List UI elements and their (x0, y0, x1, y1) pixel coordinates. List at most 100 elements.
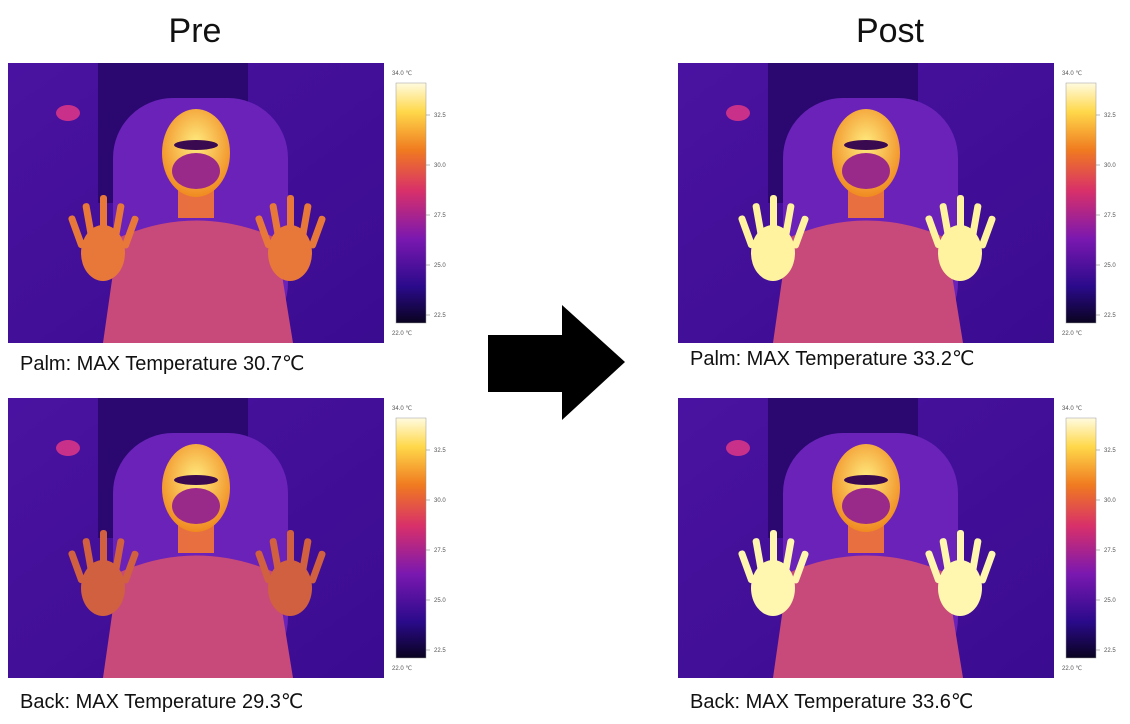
finger (287, 530, 294, 564)
finger (738, 550, 755, 584)
finger (287, 195, 294, 229)
finger (299, 203, 312, 238)
finger (68, 550, 85, 584)
colorbar-gradient (395, 417, 427, 659)
colorbar-tick-label: 30.0 (434, 498, 446, 504)
eye-band (174, 140, 218, 150)
finger (925, 215, 942, 249)
colorbar-tick-label: 25.0 (434, 598, 446, 604)
finger (122, 215, 139, 249)
finger (792, 215, 809, 249)
finger (82, 203, 95, 237)
finger (255, 550, 272, 584)
colorbar-tick-label: 27.5 (434, 548, 446, 554)
hand (938, 560, 982, 616)
colorbar: 34.0 ℃ 22.0 ℃ 32.5 30.0 27.5 25.0 22.5 (1054, 398, 1129, 678)
finger (782, 538, 795, 573)
finger (939, 203, 952, 237)
lamp-glow (56, 440, 80, 456)
colorbar-tick-label: 32.5 (434, 113, 446, 119)
thermal-image (678, 63, 1054, 343)
colorbar-tick-label: 25.0 (1104, 263, 1116, 269)
caption: Back: MAX Temperature 33.6℃ (690, 691, 973, 713)
colorbar: 34.0 ℃ 22.0 ℃ 32.5 30.0 27.5 25.0 22.5 (1054, 63, 1129, 343)
finger (299, 538, 312, 573)
finger (82, 538, 95, 572)
column-title: Pre (169, 12, 222, 50)
mask (842, 488, 890, 524)
eye-band (844, 140, 888, 150)
colorbar-tick-label: 32.5 (1104, 113, 1116, 119)
colorbar-gradient (1065, 417, 1097, 659)
arrow (488, 305, 625, 420)
colorbar-tick-label: 30.0 (434, 163, 446, 169)
eye-band (174, 475, 218, 485)
finger (957, 195, 964, 229)
torso (103, 555, 293, 678)
eye-band (844, 475, 888, 485)
finger (255, 215, 272, 249)
finger (100, 530, 107, 564)
colorbar-tick-label: 25.0 (434, 263, 446, 269)
finger (969, 538, 982, 573)
colorbar-tick-label: 22.5 (434, 648, 446, 654)
finger (100, 195, 107, 229)
finger (770, 530, 777, 564)
finger (752, 203, 765, 237)
colorbar-min: 22.0 ℃ (1062, 665, 1082, 672)
torso (103, 220, 293, 343)
finger (112, 538, 125, 573)
colorbar-max: 34.0 ℃ (1062, 405, 1082, 412)
colorbar-min: 22.0 ℃ (392, 665, 412, 672)
colorbar-max: 34.0 ℃ (1062, 70, 1082, 77)
colorbar-tick-label: 22.5 (1104, 648, 1116, 654)
colorbar-gradient (395, 82, 427, 324)
colorbar-tick-label: 27.5 (434, 213, 446, 219)
finger (122, 550, 139, 584)
colorbar-tick-label: 25.0 (1104, 598, 1116, 604)
finger (939, 538, 952, 572)
finger (68, 215, 85, 249)
colorbar-max: 34.0 ℃ (392, 405, 412, 412)
colorbar-tick-label: 32.5 (434, 448, 446, 454)
colorbar-tick-label: 30.0 (1104, 498, 1116, 504)
hand (751, 560, 795, 616)
caption: Back: MAX Temperature 29.3℃ (20, 691, 303, 713)
finger (309, 550, 326, 584)
finger (782, 203, 795, 238)
lamp-glow (56, 105, 80, 121)
finger (752, 538, 765, 572)
colorbar-min: 22.0 ℃ (1062, 330, 1082, 337)
torso (773, 220, 963, 343)
hand (751, 225, 795, 281)
thermal-image (678, 398, 1054, 678)
finger (269, 538, 282, 572)
colorbar-gradient (1065, 82, 1097, 324)
colorbar-tick-label: 30.0 (1104, 163, 1116, 169)
finger (979, 215, 996, 249)
finger (979, 550, 996, 584)
thermal-image (8, 398, 384, 678)
caption: Palm: MAX Temperature 30.7℃ (20, 353, 304, 375)
colorbar-tick-label: 32.5 (1104, 448, 1116, 454)
finger (309, 215, 326, 249)
colorbar-min: 22.0 ℃ (392, 330, 412, 337)
mask (172, 488, 220, 524)
colorbar: 34.0 ℃ 22.0 ℃ 32.5 30.0 27.5 25.0 22.5 (384, 398, 466, 678)
hand (268, 225, 312, 281)
colorbar-tick-label: 27.5 (1104, 548, 1116, 554)
mask (172, 153, 220, 189)
hand (268, 560, 312, 616)
finger (269, 203, 282, 237)
colorbar-tick-label: 22.5 (1104, 313, 1116, 319)
finger (925, 550, 942, 584)
colorbar: 34.0 ℃ 22.0 ℃ 32.5 30.0 27.5 25.0 22.5 (384, 63, 466, 343)
colorbar-tick-label: 22.5 (434, 313, 446, 319)
colorbar-max: 34.0 ℃ (392, 70, 412, 77)
torso (773, 555, 963, 678)
lamp-glow (726, 440, 750, 456)
finger (112, 203, 125, 238)
finger (969, 203, 982, 238)
finger (770, 195, 777, 229)
